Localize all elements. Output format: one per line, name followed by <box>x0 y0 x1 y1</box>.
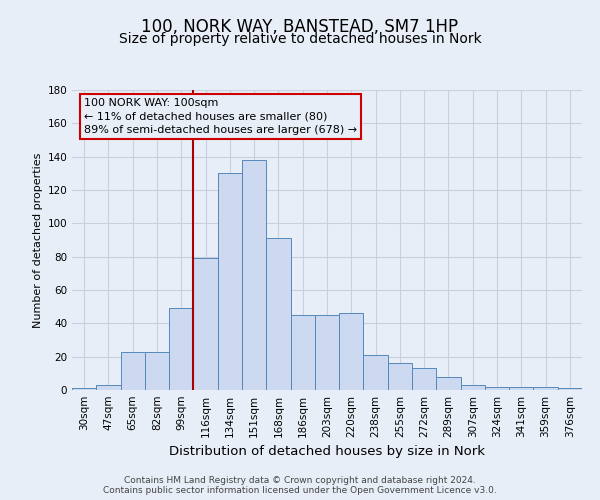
Y-axis label: Number of detached properties: Number of detached properties <box>33 152 43 328</box>
Bar <box>436 376 461 390</box>
X-axis label: Distribution of detached houses by size in Nork: Distribution of detached houses by size … <box>169 446 485 458</box>
Bar <box>485 386 509 390</box>
Bar <box>96 385 121 390</box>
Bar <box>121 352 145 390</box>
Bar <box>533 386 558 390</box>
Bar <box>218 174 242 390</box>
Text: 100 NORK WAY: 100sqm
← 11% of detached houses are smaller (80)
89% of semi-detac: 100 NORK WAY: 100sqm ← 11% of detached h… <box>84 98 357 134</box>
Bar <box>72 388 96 390</box>
Bar <box>242 160 266 390</box>
Text: Size of property relative to detached houses in Nork: Size of property relative to detached ho… <box>119 32 481 46</box>
Bar <box>461 385 485 390</box>
Bar <box>169 308 193 390</box>
Text: Contains HM Land Registry data © Crown copyright and database right 2024.: Contains HM Land Registry data © Crown c… <box>124 476 476 485</box>
Bar <box>412 368 436 390</box>
Bar <box>364 355 388 390</box>
Bar <box>290 315 315 390</box>
Bar <box>193 258 218 390</box>
Text: 100, NORK WAY, BANSTEAD, SM7 1HP: 100, NORK WAY, BANSTEAD, SM7 1HP <box>142 18 458 36</box>
Text: Contains public sector information licensed under the Open Government Licence v3: Contains public sector information licen… <box>103 486 497 495</box>
Bar <box>388 364 412 390</box>
Bar <box>145 352 169 390</box>
Bar <box>509 386 533 390</box>
Bar <box>558 388 582 390</box>
Bar <box>339 314 364 390</box>
Bar <box>266 238 290 390</box>
Bar <box>315 315 339 390</box>
